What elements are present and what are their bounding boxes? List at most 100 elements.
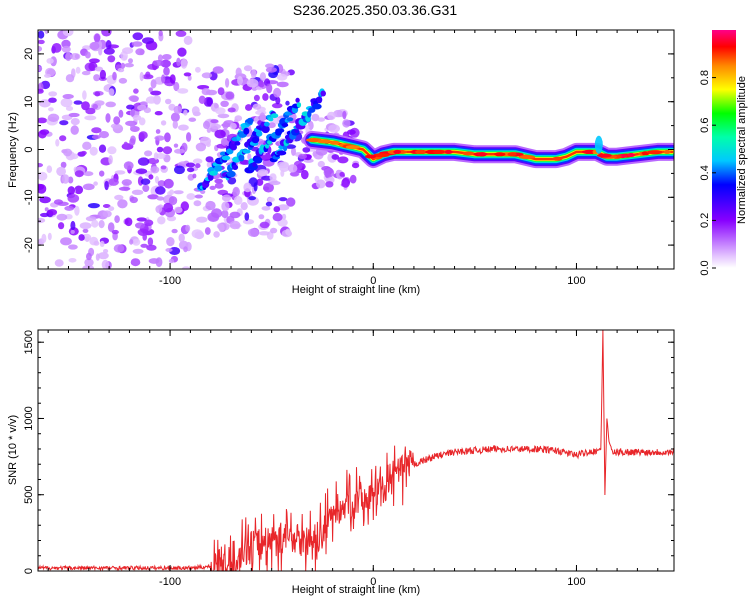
noise-blob: [155, 186, 166, 195]
noise-blob: [153, 152, 159, 160]
chirp-blob: [226, 170, 236, 178]
noise-blob: [169, 74, 176, 84]
noise-blob: [128, 58, 133, 64]
noise-blob: [173, 143, 179, 148]
noise-blob: [277, 161, 289, 169]
noise-blob: [265, 63, 275, 69]
noise-blob: [131, 189, 144, 195]
noise-blob: [70, 220, 76, 231]
colorbar-gradient: [712, 30, 736, 268]
ridge-spike: [594, 135, 603, 154]
noise-blob: [113, 116, 121, 125]
noise-blob: [38, 30, 45, 39]
noise-blob: [156, 146, 164, 153]
colorbar-label: Normalized spectral amplitude: [736, 76, 748, 224]
noise-blob: [176, 57, 181, 67]
noise-blob: [98, 252, 109, 260]
chirp-blob: [238, 154, 245, 162]
x-tick-label: -100: [159, 576, 181, 588]
chirp-blob: [312, 103, 322, 110]
noise-blob: [82, 228, 89, 233]
noise-blob: [211, 208, 223, 219]
noise-blob: [298, 153, 307, 159]
colorbar-tick-label: 0.6: [699, 118, 711, 133]
noise-blob: [64, 205, 75, 211]
noise-blob: [323, 167, 335, 178]
colorbar-tick-label: 0.2: [699, 213, 711, 228]
noise-blob: [102, 204, 111, 208]
noise-blob: [65, 52, 72, 62]
noise-blob: [234, 115, 243, 122]
chirp-blob: [261, 125, 270, 134]
noise-blob: [81, 101, 90, 111]
noise-blob: [169, 189, 175, 195]
noise-blob: [161, 54, 172, 60]
noise-blob: [347, 129, 356, 135]
noise-blob: [281, 213, 287, 220]
noise-blob: [140, 243, 148, 248]
noise-blob: [172, 120, 178, 129]
noise-blob: [276, 73, 288, 81]
chirp-blob: [207, 173, 214, 181]
noise-blob: [178, 233, 185, 243]
noise-blob: [178, 124, 189, 131]
noise-blob: [135, 168, 148, 174]
ridge-hotspot: [518, 155, 536, 159]
noise-blob: [198, 95, 206, 105]
ridge-hotspot: [494, 152, 506, 157]
noise-blob: [48, 97, 57, 103]
noise-blob: [221, 209, 229, 219]
noise-blob: [60, 161, 67, 169]
ridge-hotspot: [345, 145, 360, 150]
chirp-blob: [243, 127, 250, 135]
noise-blob: [38, 39, 45, 45]
noise-blob: [276, 81, 289, 88]
chirp-blob: [270, 113, 279, 119]
noise-blob: [51, 43, 62, 53]
ridge-hotspot: [308, 138, 319, 143]
noise-blob: [269, 180, 281, 186]
noise-blob: [285, 228, 291, 236]
noise-blob: [240, 202, 248, 211]
noise-blob: [38, 184, 47, 194]
noise-blob: [317, 160, 325, 168]
noise-blob: [221, 201, 230, 212]
colorbar: 0.0 0.2 0.4 0.6 0.8 Normalized spectral ampl…: [699, 30, 748, 276]
noise-blob: [339, 171, 345, 177]
noise-blob: [173, 190, 184, 195]
noise-blob: [70, 125, 79, 135]
noise-blob: [130, 121, 136, 131]
noise-blob: [87, 203, 100, 209]
noise-blob: [209, 185, 216, 190]
noise-blob: [193, 200, 202, 207]
noise-blob: [38, 171, 48, 181]
noise-blob: [186, 167, 195, 173]
noise-blob: [220, 100, 229, 108]
noise-blob: [121, 179, 132, 186]
chirp-blob: [275, 128, 285, 134]
noise-blob: [132, 114, 142, 121]
noise-blob: [206, 141, 211, 148]
noise-blob: [41, 233, 47, 243]
ridge-hotspot: [646, 150, 663, 155]
noise-blob: [341, 177, 351, 188]
noise-blob: [55, 139, 60, 147]
noise-blob: [47, 113, 60, 123]
noise-blob: [157, 180, 166, 187]
noise-blob: [107, 222, 115, 233]
spectrogram-ridge: [303, 130, 674, 169]
noise-blob: [311, 113, 320, 122]
noise-blob: [270, 227, 278, 234]
noise-blob: [173, 81, 180, 92]
noise-blob: [191, 229, 203, 239]
noise-blob: [44, 73, 51, 78]
y-tick-label: -20: [23, 237, 35, 253]
noise-blob: [247, 153, 252, 161]
noise-blob: [204, 227, 211, 235]
noise-blob: [99, 170, 105, 177]
ridge-hotspot: [552, 156, 563, 161]
noise-blob: [65, 106, 74, 111]
noise-blob: [185, 162, 196, 168]
noise-blob: [349, 174, 357, 184]
noise-blob: [82, 90, 87, 100]
